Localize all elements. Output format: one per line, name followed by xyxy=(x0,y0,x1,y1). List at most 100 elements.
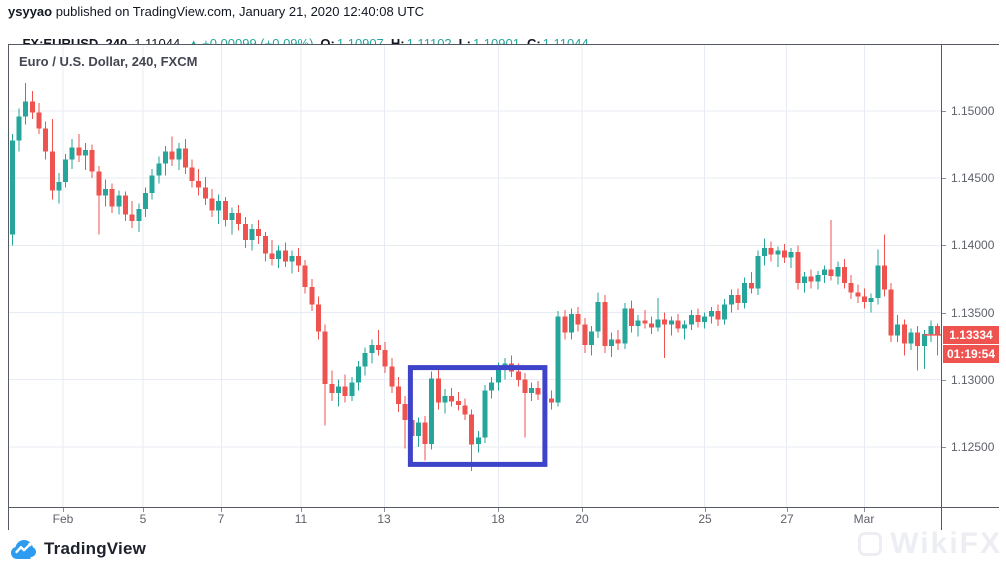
candle-body xyxy=(76,147,82,156)
time-axis-tick xyxy=(384,508,385,512)
candle-body xyxy=(888,289,894,336)
candle-body xyxy=(795,252,801,283)
axis-corner xyxy=(941,507,999,530)
candle-body xyxy=(675,320,681,329)
candle-body xyxy=(662,319,668,325)
candle-body xyxy=(202,187,208,199)
candle-body xyxy=(289,256,295,262)
chart-pane[interactable]: Euro / U.S. Dollar, 240, FXCM xyxy=(9,45,941,507)
price-axis-label: 1.15000 xyxy=(951,104,995,118)
candlestick-canvas[interactable] xyxy=(9,45,941,507)
time-axis-label: 18 xyxy=(491,512,505,526)
price-axis-tick xyxy=(942,380,946,381)
candle-body xyxy=(615,339,621,344)
candle-body xyxy=(808,276,814,282)
candle-body xyxy=(728,295,734,305)
candle-body xyxy=(908,332,914,344)
candle-body xyxy=(782,250,788,258)
author-name: ysyyao xyxy=(8,4,53,19)
candle-body xyxy=(269,253,275,259)
tradingview-brand-text[interactable]: TradingView xyxy=(44,539,147,558)
candle-body xyxy=(302,265,308,287)
candle-body xyxy=(236,213,242,224)
candle-body xyxy=(402,403,408,420)
candle-body xyxy=(628,308,634,326)
candle-body xyxy=(36,112,42,129)
candle-body xyxy=(109,188,115,207)
candle-body xyxy=(96,171,102,196)
candle-body xyxy=(875,265,881,298)
candle-body xyxy=(708,311,714,317)
candle-body xyxy=(442,395,448,403)
candle-body xyxy=(549,398,555,403)
time-axis-tick xyxy=(864,508,865,512)
price-axis[interactable]: 1.15000 1.14500 1.14000 1.13500 1.13000 1.125… xyxy=(941,45,999,507)
candle-body xyxy=(469,414,475,445)
candle-body xyxy=(229,213,235,220)
candle-body xyxy=(482,390,488,438)
candle-body xyxy=(815,274,821,282)
candle-body xyxy=(515,371,521,380)
candle-body xyxy=(49,151,55,191)
candle-body xyxy=(176,148,182,160)
candle-body xyxy=(9,140,15,235)
candle-body xyxy=(622,308,628,344)
candle-body xyxy=(855,292,861,297)
time-axis-label: 5 xyxy=(139,512,147,526)
candle-body xyxy=(881,265,887,290)
candle-body xyxy=(762,248,768,257)
candle-body xyxy=(156,163,162,176)
time-axis-tick xyxy=(787,508,788,512)
candle-body xyxy=(449,395,455,402)
wikifx-watermark: WikiFX xyxy=(858,527,1002,561)
candle-body xyxy=(123,195,128,215)
candle-body xyxy=(842,266,847,283)
candle-body xyxy=(356,366,361,383)
candle-body xyxy=(415,422,421,437)
footer-brand-row: TradingView xyxy=(10,538,146,560)
time-axis-label: 7 xyxy=(217,512,225,526)
candle-body xyxy=(349,382,355,396)
price-axis-label: 1.12500 xyxy=(951,440,995,454)
candle-body xyxy=(648,323,654,328)
candle-body xyxy=(216,201,222,211)
candle-body xyxy=(735,295,741,304)
time-axis-tick xyxy=(301,508,302,512)
time-axis-tick xyxy=(498,508,499,512)
time-axis-tick xyxy=(143,508,144,512)
candle-body xyxy=(861,296,867,302)
candle-body xyxy=(196,180,202,188)
chart-title: Euro / U.S. Dollar, 240, FXCM xyxy=(19,54,198,69)
candle-body xyxy=(635,320,641,326)
price-axis-label: 1.13000 xyxy=(951,373,995,387)
candle-body xyxy=(742,283,748,304)
candle-body xyxy=(529,387,535,394)
candle-body xyxy=(296,256,302,266)
tradingview-cloud-logo-icon[interactable] xyxy=(10,538,37,560)
candle-body xyxy=(901,324,907,344)
candle-body xyxy=(915,332,921,347)
byline: ysyyao published on TradingView.com, Jan… xyxy=(8,4,424,19)
price-axis-tick xyxy=(942,178,946,179)
price-axis-tick xyxy=(942,111,946,112)
time-axis[interactable]: Feb 5 7 11 13 18 20 25 27 Mar xyxy=(9,507,941,530)
candle-body xyxy=(322,331,328,384)
candle-body xyxy=(329,383,335,394)
candle-body xyxy=(23,101,29,117)
candle-body xyxy=(895,324,901,336)
time-axis-tick xyxy=(705,508,706,512)
candle-body xyxy=(69,147,75,160)
candle-body xyxy=(935,326,941,335)
price-axis-label: 1.14000 xyxy=(951,238,995,252)
candle-body xyxy=(575,313,581,325)
candle-body xyxy=(162,151,168,164)
watermark-text: WikiFX xyxy=(890,527,1002,560)
candle-body xyxy=(89,150,95,172)
candle-body xyxy=(555,316,561,403)
candle-body xyxy=(788,252,794,258)
candle-body xyxy=(182,148,188,168)
candle-body xyxy=(83,150,89,156)
price-axis-label: 1.14500 xyxy=(951,171,995,185)
candle-body xyxy=(682,324,688,329)
candle-body xyxy=(422,422,428,445)
